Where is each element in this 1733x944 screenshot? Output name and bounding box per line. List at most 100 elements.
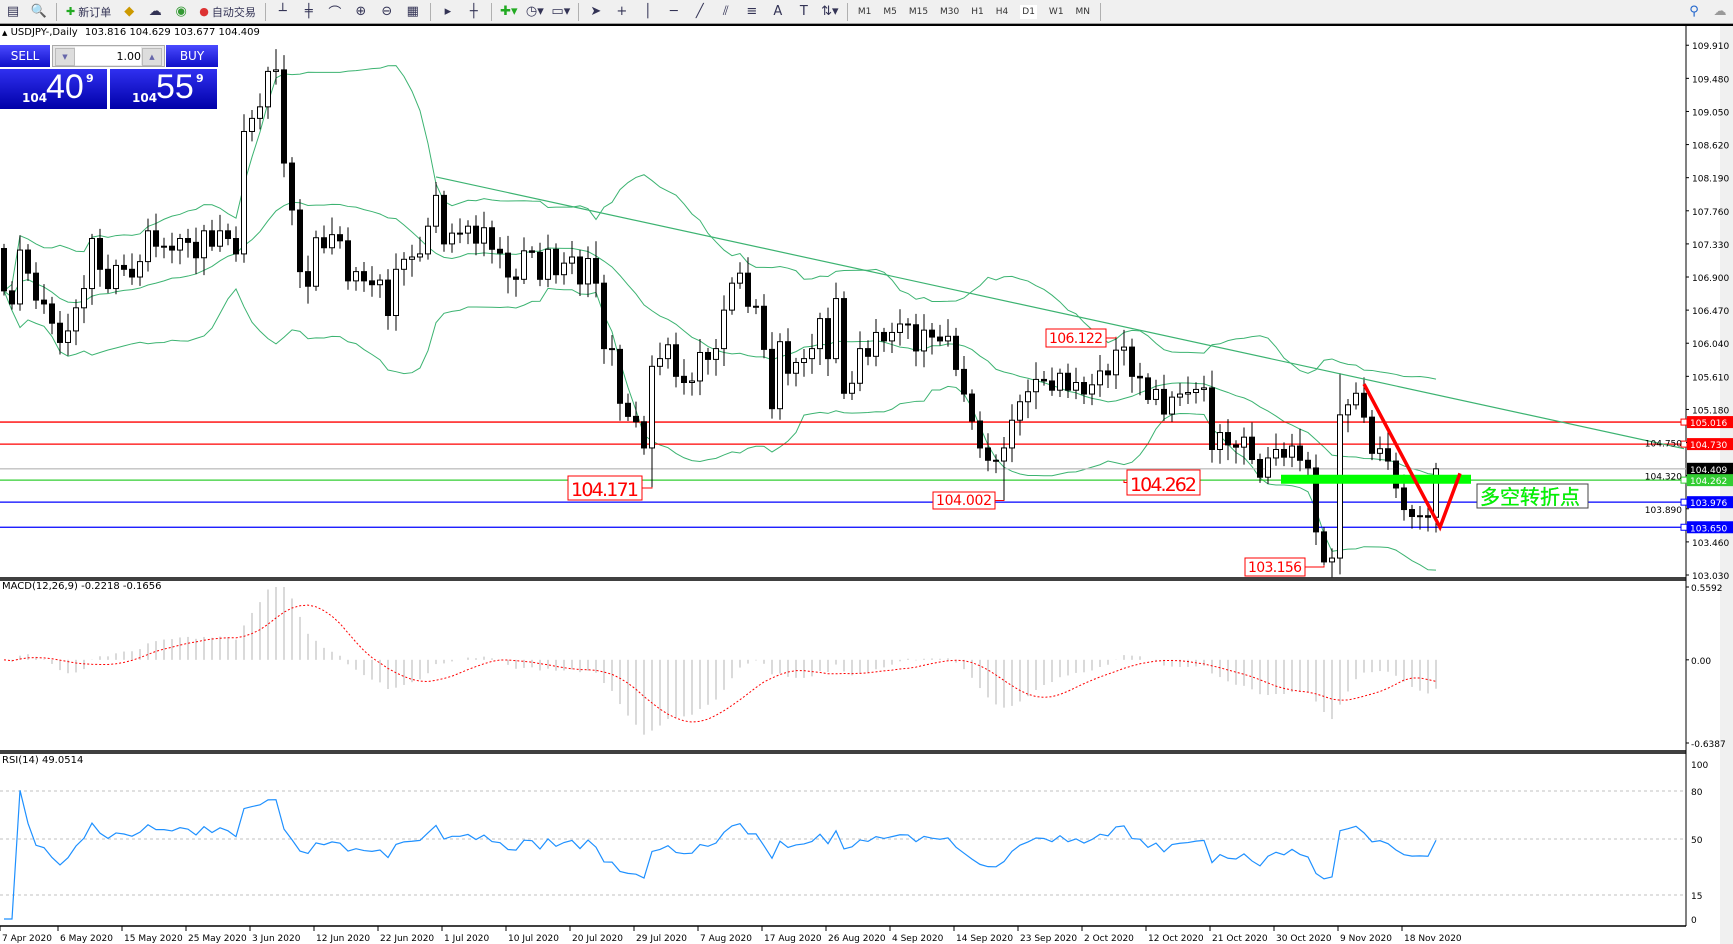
date-label: 12 Jun 2020 bbox=[316, 934, 370, 944]
price-tick-label: 108.620 bbox=[1692, 142, 1729, 152]
crosshair-icon[interactable]: + bbox=[616, 4, 628, 19]
sell-price-prefix: 104 bbox=[22, 91, 48, 105]
candle bbox=[169, 245, 175, 251]
line-chart-icon[interactable]: ⌒ bbox=[328, 6, 342, 21]
lot-decrease-button[interactable]: ▼ bbox=[55, 48, 75, 66]
text-icon[interactable]: A bbox=[773, 4, 783, 19]
price-axis: 109.910 109.480 109.050 108.620 108.190 107.7… bbox=[1645, 42, 1733, 582]
candle bbox=[1233, 444, 1239, 448]
candle bbox=[721, 309, 727, 350]
search-icon[interactable]: ⚲ bbox=[1689, 4, 1699, 19]
tile-windows-icon[interactable]: ▦ bbox=[406, 4, 419, 19]
candle bbox=[1041, 378, 1047, 382]
ohlc-values: 103.816 104.629 103.677 104.409 bbox=[84, 27, 260, 38]
zoom-in-icon[interactable]: ⊕ bbox=[355, 4, 367, 19]
annotation-connector bbox=[1123, 480, 1127, 483]
candle bbox=[177, 238, 183, 251]
autoscroll-icon[interactable]: ▸ bbox=[444, 4, 452, 19]
price-line-badge-label: 103.976 bbox=[1690, 499, 1727, 509]
horizontal-line-icon[interactable]: ─ bbox=[669, 4, 678, 19]
candle bbox=[961, 368, 967, 395]
timeframe-m1[interactable]: M1 bbox=[857, 6, 872, 17]
metaeditor-icon[interactable]: ◆ bbox=[124, 4, 135, 19]
date-label: 15 May 2020 bbox=[124, 934, 183, 944]
auto-trading-button[interactable]: ● 自动交易 bbox=[196, 2, 259, 22]
sell-price[interactable]: 104 40 9 bbox=[0, 68, 107, 109]
rsi-tick-label: 100 bbox=[1691, 761, 1708, 771]
equidistant-channel-icon[interactable]: ⫽ bbox=[722, 4, 729, 19]
candle bbox=[193, 241, 199, 259]
candle bbox=[1393, 460, 1399, 489]
timeframe-w1[interactable]: W1 bbox=[1048, 6, 1064, 17]
sell-price-main: 40 bbox=[46, 68, 84, 106]
timeframe-h1[interactable]: H1 bbox=[971, 6, 984, 17]
candle bbox=[681, 375, 687, 383]
candlestick-chart-icon[interactable]: ╪ bbox=[304, 4, 313, 19]
candle bbox=[1001, 447, 1007, 462]
terminal-icon[interactable]: ☁ bbox=[148, 4, 162, 19]
price-annotation-box bbox=[1244, 557, 1306, 577]
date-label: 23 Sep 2020 bbox=[1020, 934, 1077, 944]
buy-price[interactable]: 104 55 9 bbox=[110, 68, 217, 109]
timeframe-m5[interactable]: M5 bbox=[883, 6, 897, 17]
candle bbox=[281, 69, 287, 164]
arrows-icon[interactable]: ⇅▾ bbox=[821, 4, 839, 19]
macd-tick-label: -0.6387 bbox=[1691, 740, 1726, 750]
new-order-label: 新订单 bbox=[78, 5, 112, 19]
price-tick-label: 107.760 bbox=[1692, 208, 1729, 218]
lot-size-input[interactable] bbox=[75, 47, 141, 65]
candle bbox=[297, 209, 303, 273]
candle bbox=[1289, 445, 1295, 458]
trendline-icon[interactable]: ╱ bbox=[695, 4, 704, 19]
bar-chart-icon[interactable]: ┴ bbox=[278, 4, 287, 19]
candle bbox=[273, 69, 279, 72]
symbol-label: USDJPY-,Daily bbox=[10, 27, 78, 38]
candle bbox=[1241, 436, 1247, 448]
periods-icon[interactable]: ◷▾ bbox=[525, 4, 544, 19]
price-line-badge-label: 104.262 bbox=[1690, 477, 1727, 487]
candle bbox=[641, 421, 647, 449]
candle bbox=[481, 227, 487, 244]
candle bbox=[1297, 445, 1303, 461]
cursor-icon[interactable]: ➤ bbox=[590, 4, 602, 19]
vertical-line-icon[interactable]: │ bbox=[643, 4, 652, 19]
candle bbox=[337, 234, 343, 242]
candle bbox=[17, 249, 23, 305]
candle bbox=[777, 341, 783, 410]
timeframe-d1[interactable]: D1 bbox=[1020, 4, 1037, 19]
timeframe-m15[interactable]: M15 bbox=[908, 6, 929, 17]
collapse-triangle-icon[interactable]: ▲ bbox=[2, 29, 8, 37]
drawings[interactable]: 多空转折点 106.122 104.171 104.002 104.262 103.156 bbox=[435, 176, 1685, 577]
candle bbox=[497, 248, 503, 254]
sell-button[interactable]: SELL bbox=[0, 45, 50, 67]
candle bbox=[1305, 459, 1311, 469]
candle bbox=[897, 323, 903, 333]
candle bbox=[361, 271, 367, 282]
indicators-icon[interactable]: ✚▾ bbox=[500, 4, 518, 19]
separator bbox=[1100, 2, 1102, 21]
candle bbox=[225, 230, 231, 240]
signals-icon[interactable]: ◉ bbox=[175, 4, 187, 19]
profiles-icon[interactable]: 🔍 bbox=[30, 4, 48, 19]
price-line-badge-label: 103.650 bbox=[1690, 524, 1727, 534]
timeframe-mn[interactable]: MN bbox=[1075, 6, 1091, 17]
separator bbox=[56, 2, 57, 21]
fibonacci-icon[interactable]: ≡ bbox=[746, 4, 758, 19]
new-order-button[interactable]: ✚ 新订单 bbox=[63, 2, 114, 22]
candle bbox=[265, 70, 271, 108]
chart-shift-icon[interactable]: ┼ bbox=[469, 4, 478, 19]
zoom-out-icon[interactable]: ⊖ bbox=[381, 4, 393, 19]
timeframe-m30[interactable]: M30 bbox=[940, 6, 960, 17]
timeframe-h4[interactable]: H4 bbox=[995, 6, 1009, 17]
bollinger-lower bbox=[3, 287, 1437, 571]
buy-button[interactable]: BUY bbox=[166, 45, 218, 67]
chart-window-icon[interactable]: ▤ bbox=[6, 4, 20, 19]
community-icon[interactable]: ☁ bbox=[1713, 4, 1727, 19]
candle bbox=[457, 232, 463, 235]
price-annotation: 104.171 bbox=[571, 479, 639, 501]
lot-increase-button[interactable]: ▲ bbox=[142, 48, 162, 66]
candle bbox=[1361, 392, 1367, 418]
templates-icon[interactable]: ▭▾ bbox=[551, 4, 571, 19]
text-label-icon[interactable]: T bbox=[799, 4, 808, 19]
